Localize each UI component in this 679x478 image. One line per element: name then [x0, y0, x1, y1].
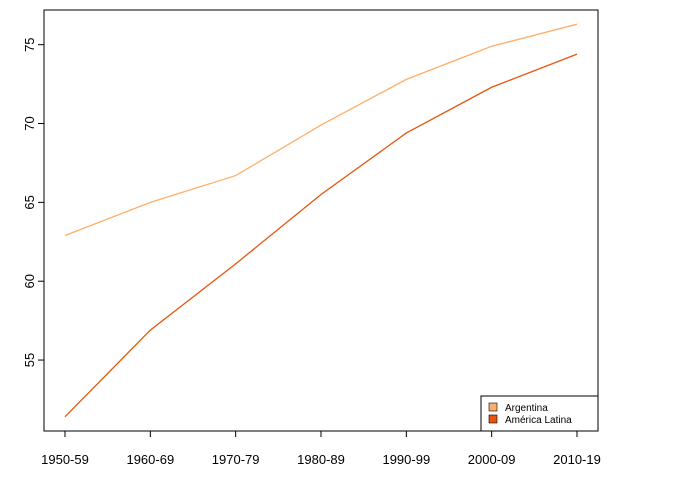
legend-swatch [488, 402, 498, 412]
plot-frame [43, 9, 599, 432]
x-tick-label: 2010-19 [553, 452, 601, 467]
legend-box [480, 395, 599, 432]
line [64, 53, 578, 418]
x-tick-label: 2000-09 [468, 452, 516, 467]
y-tick-label: 70 [22, 116, 37, 130]
legend-swatch [488, 414, 498, 424]
x-tick-label: 1990-99 [382, 452, 430, 467]
y-tick-label: 55 [22, 353, 37, 367]
y-tick-label: 75 [22, 37, 37, 51]
y-tick-label: 65 [22, 195, 37, 209]
x-tick-label: 1960-69 [126, 452, 174, 467]
line [64, 23, 578, 237]
y-tick-label: 60 [22, 274, 37, 288]
legend-label: Argentina [505, 403, 548, 414]
x-tick-label: 1950-59 [41, 452, 89, 467]
x-tick-label: 1970-79 [212, 452, 260, 467]
x-tick-label: 1980-89 [297, 452, 345, 467]
legend-label: América Latina [505, 415, 572, 426]
